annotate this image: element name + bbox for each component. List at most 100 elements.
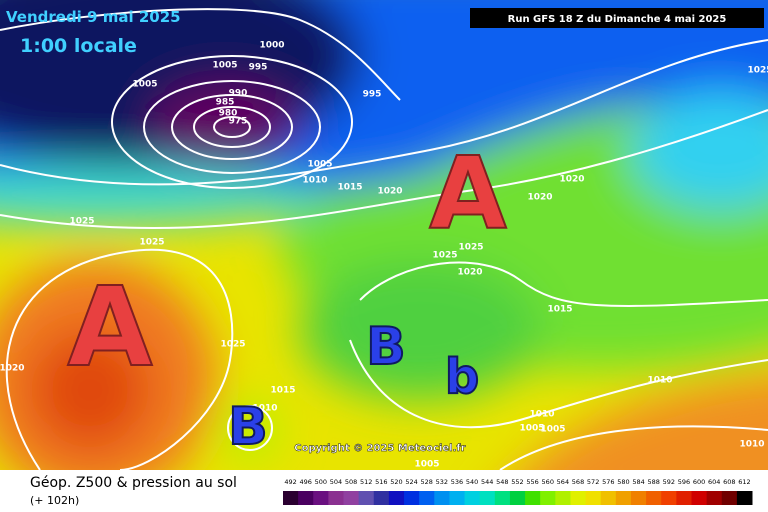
isobar-label: 985 [216,98,235,108]
colorbar-swatch [313,491,329,505]
colorbar-label: 568 [572,478,584,486]
colorbar-label: 604 [708,478,720,486]
colorbar-label: 496 [299,478,311,486]
isobar-label: 1020 [377,187,402,197]
isobar-label: 1005 [519,424,544,434]
isobar-label: 1005 [132,80,157,90]
isobar-label: 980 [219,109,238,119]
colorbar-label: 548 [496,478,508,486]
colorbar-label: 564 [557,478,569,486]
pressure-center: A [429,135,506,252]
isobar-label: 1025 [139,238,164,248]
isobar-label: 1020 [457,268,482,278]
colorbar-swatch [298,491,314,505]
isobar-label: 1000 [259,41,284,51]
colorbar-swatch [615,491,632,505]
colorbar-swatch [721,491,738,505]
colorbar-swatch [434,491,450,505]
isobar-label: 1020 [527,193,552,203]
colorbar-swatch [449,491,466,505]
isobar-label: 1005 [307,160,332,170]
colorbar-swatch [419,491,435,505]
colorbar-swatch [343,491,360,505]
colorbar-label: 528 [421,478,433,486]
colorbar-swatch [283,491,299,505]
colorbar-swatch [691,491,708,505]
isobar-label: 1025 [69,217,94,227]
colorbar-swatch [494,491,511,505]
colorbar-swatch [555,491,571,505]
colorbar-label: 584 [632,478,644,486]
isobar-label: 1025 [220,340,245,350]
isobar-label: 1010 [252,404,277,414]
local-time: 1:00 locale [20,35,137,57]
colorbar-swatch [509,491,526,505]
isobar-label: 1010 [647,376,672,386]
pressure-center: b [445,349,479,405]
copyright: Copyright © 2025 Meteociel.fr [294,443,465,454]
isobar-label: 1015 [337,183,362,193]
colorbar-label: 580 [617,478,629,486]
colorbar-swatch [388,491,405,505]
colorbar-label: 540 [466,478,478,486]
isobar-label: 975 [229,117,248,127]
colorbar-label: 596 [678,478,690,486]
isobar-label: 1025 [458,243,483,253]
isobar-label: 990 [229,89,248,99]
colorbar-swatch [358,491,375,505]
colorbar-label: 492 [284,478,296,486]
isobar-label: 1010 [529,410,554,420]
isobar-label: 1005 [414,460,439,470]
isobars [0,8,768,470]
colorbar-label: 520 [390,478,402,486]
colorbar-label: 524 [405,478,417,486]
lead-time: (+ 102h) [30,494,79,507]
date: Vendredi 9 mai 2025 [6,8,181,26]
colorbar-label: 576 [602,478,614,486]
colorbar-label: 516 [375,478,387,486]
isobar-label: 1010 [302,176,327,186]
colorbar-label: 552 [511,478,523,486]
footer-title: Géop. Z500 & pression au sol [30,475,237,491]
colorbar-swatch [525,491,541,505]
run-info: Run GFS 18 Z du Dimanche 4 mai 2025 [508,14,727,25]
isobar-label: 1005 [212,61,237,71]
colorbar-swatch [479,491,496,505]
isobar-label: 1005 [540,425,565,435]
colorbar-label: 544 [481,478,493,486]
colorbar-swatch [600,491,617,505]
colorbar-swatch [404,491,420,505]
pressure-center: B [366,317,406,377]
colorbar-label: 556 [526,478,538,486]
colorbar-swatch [585,491,602,505]
colorbar-label: 536 [451,478,463,486]
colorbar-swatch [464,491,481,505]
colorbar-label: 572 [587,478,599,486]
colorbar-swatch [540,491,556,505]
pressure-center: B [228,397,268,457]
colorbar-swatch [706,491,723,505]
colorbar-label: 600 [693,478,705,486]
colorbar-label: 504 [330,478,342,486]
isobar-label: 995 [363,90,382,100]
isobar-label: 995 [249,63,268,73]
colorbar-swatch [736,491,753,505]
colorbar-label: 560 [542,478,554,486]
colorbar-swatch [676,491,692,505]
colorbar-swatch [373,491,390,505]
colorbar-swatch [630,491,647,505]
colorbar-label: 512 [360,478,372,486]
isobar-label: 1020 [559,175,584,185]
colorbar-label: 612 [738,478,750,486]
colorbar-swatch [661,491,677,505]
isobar-label: 1010 [739,440,764,450]
isobar-label: 1015 [270,386,295,396]
pressure-center: A [67,263,152,391]
colorbar-label: 592 [663,478,675,486]
colorbar-label: 588 [647,478,659,486]
colorbar-label: 532 [436,478,448,486]
isobar-label: 1015 [547,305,572,315]
colorbar-label: 508 [345,478,357,486]
